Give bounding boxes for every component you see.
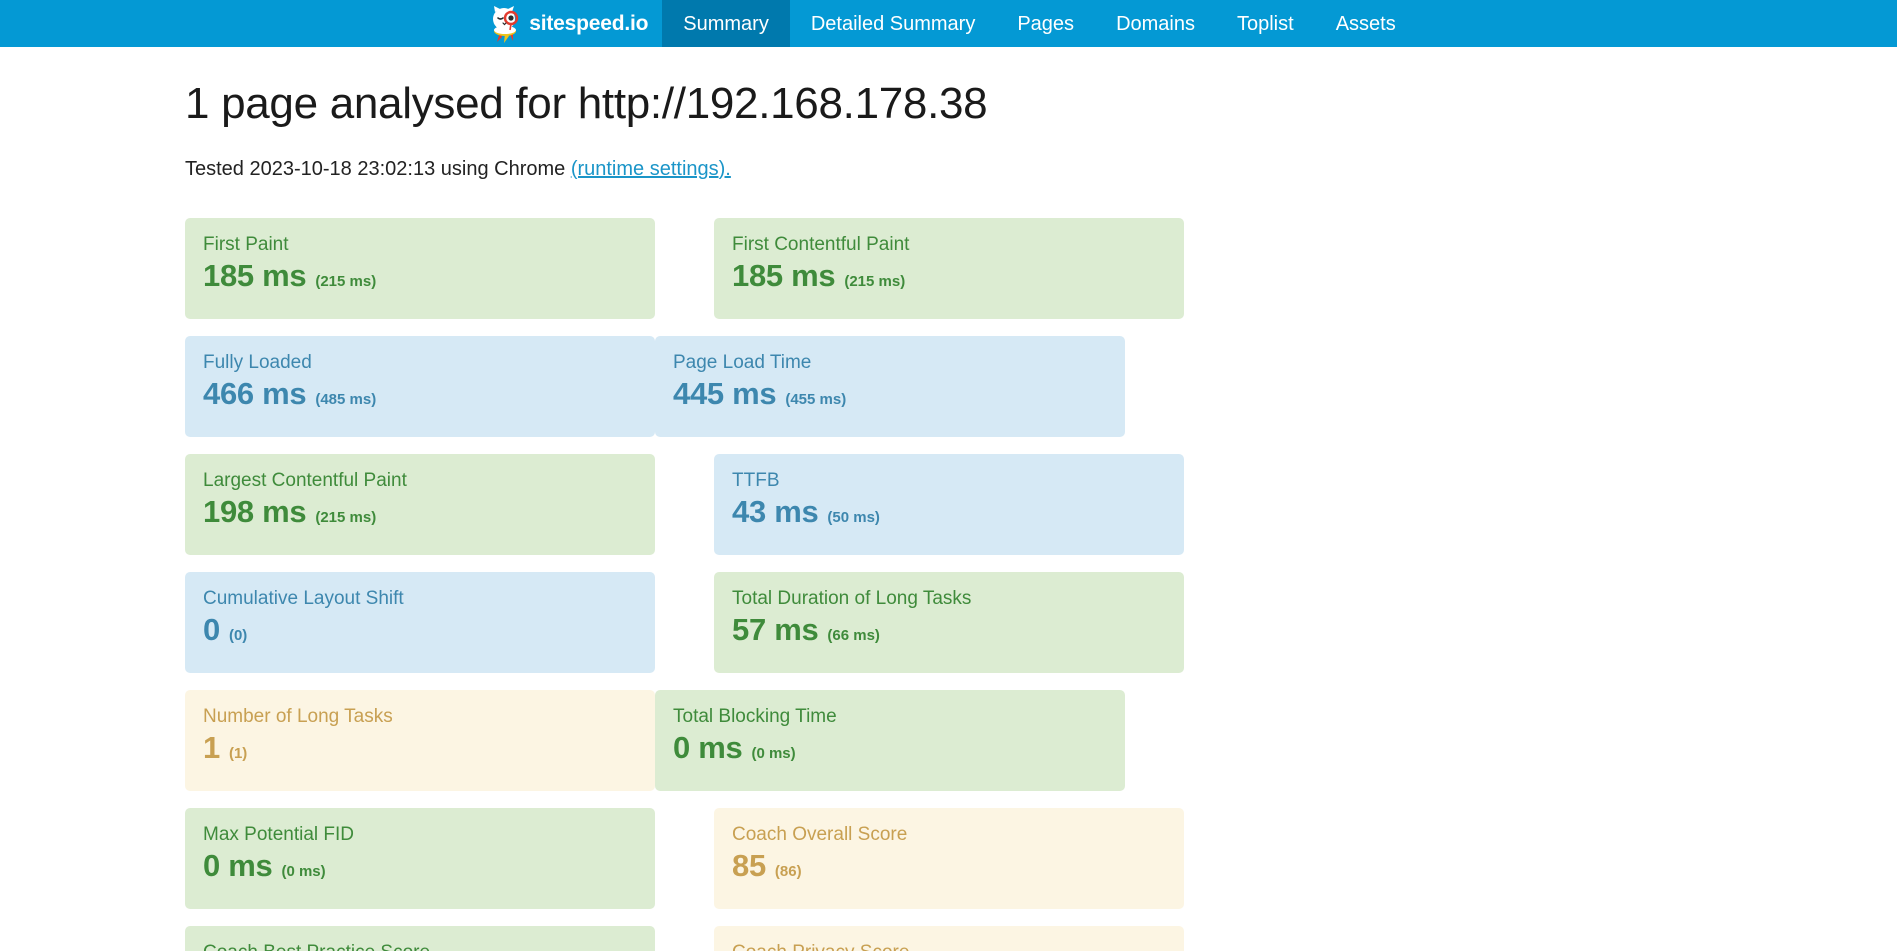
metric-card-title: Coach Privacy Score [732,941,1166,951]
metric-card: TTFB 43 ms (50 ms) [714,453,1184,555]
metric-card: Total Blocking Time 0 ms (0 ms) [655,689,1125,791]
metric-card-secondary-value: (66 ms) [827,627,880,645]
metric-card-secondary-value: (215 ms) [844,273,906,291]
tested-info-line: Tested 2023-10-18 23:02:13 using Chrome … [0,130,1897,181]
metric-card-value-row: 0 ms (0 ms) [203,848,637,884]
metric-card-value: 0 ms [203,848,273,884]
metric-card-title: Number of Long Tasks [203,705,393,727]
nav-item-domains[interactable]: Domains [1116,12,1195,35]
metric-card-value-row: 0 ms (0 ms) [673,730,1107,766]
nav-inner: sitespeed.io Summary Detailed Summary Pa… [480,0,1416,47]
metric-card: Largest Contentful Paint 198 ms (215 ms) [185,453,655,555]
metric-card-title: Coach Overall Score [732,823,908,845]
metric-card-value: 445 ms [673,376,777,412]
metric-card-secondary-value: (86) [774,863,802,881]
sitespeed-cat-logo-icon [493,5,519,43]
metric-card-value: 57 ms [732,612,819,648]
metric-card-secondary-value: (0) [228,627,248,645]
metric-card-title: Cumulative Layout Shift [203,587,404,609]
metric-card-value: 185 ms [732,258,836,294]
metric-card-title: TTFB [732,469,780,491]
metric-card-secondary-value: (455 ms) [785,391,847,409]
metric-card: First Paint 185 ms (215 ms) [185,217,655,319]
metric-card-title: Page Load Time [673,351,812,373]
metric-card-value-row: 85 (86) [732,848,1166,884]
metric-card-value-row: 185 ms (215 ms) [732,258,1166,294]
nav-item-summary[interactable]: Summary [662,0,790,47]
metric-card-value-row: 198 ms (215 ms) [203,494,637,530]
metric-card: First Contentful Paint 185 ms (215 ms) [714,217,1184,319]
metric-card: Max Potential FID 0 ms (0 ms) [185,807,655,909]
metric-card-value: 43 ms [732,494,819,530]
metric-card-value-row: 1 (1) [203,730,637,766]
metric-card-value: 0 ms [673,730,743,766]
metric-card-secondary-value: (215 ms) [315,273,377,291]
metric-card-grid: First Paint 185 ms (215 ms) First Contentfu… [0,181,1712,951]
metric-card-secondary-value: (1) [228,745,248,763]
metric-card: Coach Privacy Score89(89) [714,925,1184,951]
brand-label: sitespeed.io [529,12,649,35]
metric-card-value: 198 ms [203,494,307,530]
top-navigation-bar: sitespeed.io Summary Detailed Summary Pa… [0,0,1897,47]
metric-card: Fully Loaded 466 ms (485 ms) [185,335,655,437]
page-title: 1 page analysed for http://192.168.178.3… [185,79,988,128]
metric-card-title: Max Potential FID [203,823,354,845]
metric-card: Coach Best Practice Score98(98) [185,925,655,951]
nav-item-pages[interactable]: Pages [1017,12,1075,35]
tested-timestamp-text: Tested 2023-10-18 23:02:13 using Chrome [185,157,571,180]
metric-card: Coach Overall Score 85 (86) [714,807,1184,909]
metric-card: Total Duration of Long Tasks 57 ms (66 ms) [714,571,1184,673]
metric-card: Number of Long Tasks 1 (1) [185,689,655,791]
metric-card-value-row: 445 ms (455 ms) [673,376,1107,412]
metric-card: Cumulative Layout Shift 0 (0) [185,571,655,673]
page-content: 1 page analysed for http://192.168.178.3… [0,47,1897,951]
metric-card-secondary-value: (485 ms) [315,391,377,409]
nav-item-toplist[interactable]: Toplist [1236,12,1294,35]
metric-card-value-row: 0 (0) [203,612,637,648]
metric-card-secondary-value: (215 ms) [315,509,377,527]
metric-card-value-row: 185 ms (215 ms) [203,258,637,294]
metric-card-title: Fully Loaded [203,351,312,373]
metric-card-secondary-value: (0 ms) [281,863,326,881]
metric-card-value-row: 43 ms (50 ms) [732,494,1166,530]
metric-card-title: Largest Contentful Paint [203,469,407,491]
metric-card-title: Total Blocking Time [673,705,837,727]
metric-card-title: Total Duration of Long Tasks [732,587,972,609]
metric-card-title: Coach Best Practice Score [203,941,637,951]
metric-card: Page Load Time 445 ms (455 ms) [655,335,1125,437]
metric-card-secondary-value: (0 ms) [751,745,796,763]
metric-card-value: 1 [203,730,220,766]
metric-card-secondary-value: (50 ms) [827,509,880,527]
metric-card-title: First Contentful Paint [732,233,910,255]
brand-home-link[interactable]: sitespeed.io [480,0,662,47]
nav-item-detailed-summary[interactable]: Detailed Summary [810,12,976,35]
runtime-settings-link[interactable]: (runtime settings). [570,157,731,180]
metric-card-value: 466 ms [203,376,307,412]
nav-item-assets[interactable]: Assets [1335,12,1396,35]
metric-card-title: First Paint [203,233,289,255]
metric-card-value: 0 [203,612,220,648]
metric-card-value: 85 [732,848,766,884]
metric-card-value-row: 57 ms (66 ms) [732,612,1166,648]
metric-card-value: 185 ms [203,258,307,294]
metric-card-value-row: 466 ms (485 ms) [203,376,637,412]
